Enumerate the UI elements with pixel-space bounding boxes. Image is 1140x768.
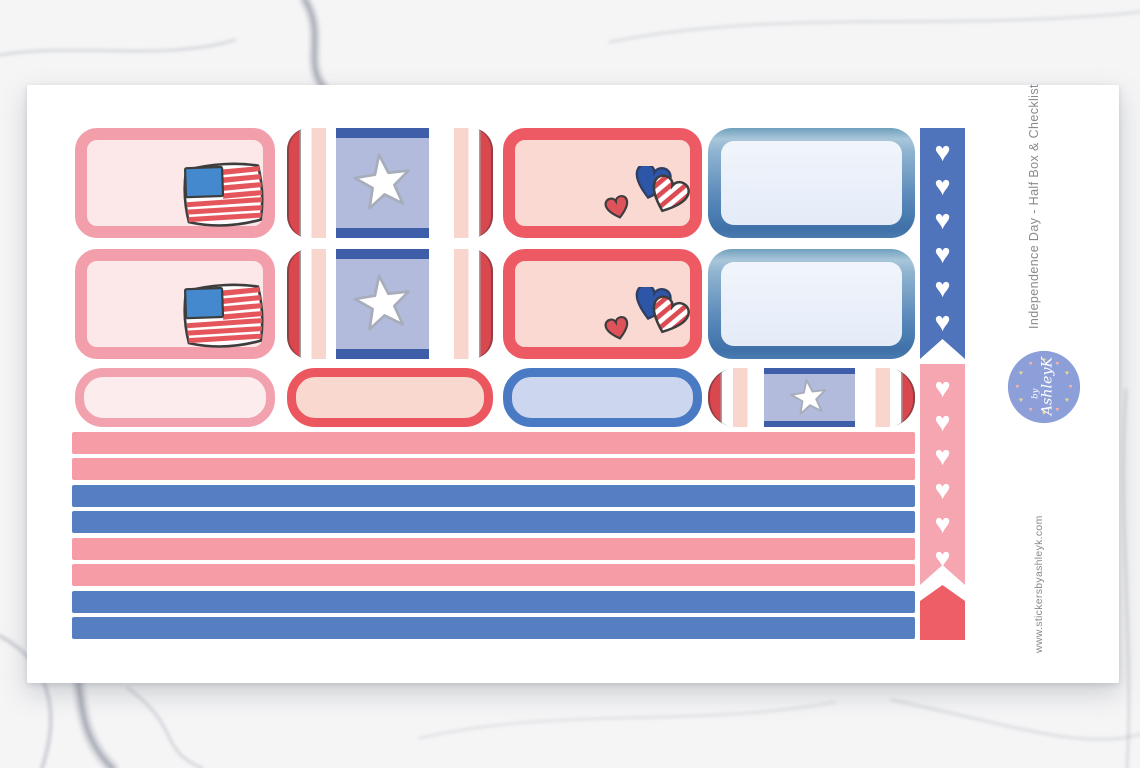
- svg-text:♥: ♥: [1042, 357, 1046, 364]
- us-flag-icon: [183, 162, 264, 227]
- svg-text:♥: ♥: [1065, 397, 1069, 404]
- hearts-icon: [604, 287, 690, 340]
- hearts-icon: [604, 166, 690, 219]
- heart-icon: [934, 238, 950, 272]
- star-icon: [353, 153, 410, 210]
- product-title: Independence Day - Half Box & Checklist: [1027, 84, 1041, 329]
- checklist-flag-blue: [920, 128, 965, 359]
- washi-strip: [72, 538, 915, 560]
- heart-icon: [934, 170, 950, 204]
- half-box-star-sticker: [287, 249, 493, 359]
- washi-strip: [72, 564, 915, 586]
- heart-icon: [934, 440, 950, 474]
- heart-icon: [934, 204, 950, 238]
- half-box-hearts-sticker: [503, 249, 702, 359]
- star-panel: [763, 368, 855, 427]
- sticker-sheet: Independence Day - Half Box & Checklist …: [27, 84, 1119, 683]
- logo-prefix: by: [1030, 388, 1040, 398]
- svg-text:♥: ♥: [1019, 397, 1023, 404]
- washi-strip: [72, 458, 915, 480]
- washi-strip: [72, 511, 915, 533]
- half-box-flag-sticker: [75, 128, 275, 238]
- us-flag-icon: [183, 283, 264, 348]
- checklist-flag-tail: [920, 585, 965, 640]
- heart-icon: [934, 272, 950, 306]
- svg-text:♥: ♥: [1055, 361, 1059, 368]
- quarter-box-blue-sticker: [503, 368, 702, 427]
- star-panel: [336, 128, 430, 238]
- website-url: www.stickersbyashleyk.com: [1033, 515, 1045, 653]
- svg-text:♥: ♥: [1015, 384, 1019, 391]
- quarter-box-coral-sticker: [287, 368, 493, 427]
- logo-heart-ring: ♥ ♥ ♥ ♥ ♥ ♥ ♥ ♥ ♥ ♥ ♥ ♥: [1015, 357, 1072, 417]
- half-box-watercolor-sticker: [708, 128, 915, 238]
- star-panel: [336, 249, 430, 359]
- svg-text:♥: ♥: [1042, 410, 1046, 417]
- washi-strip: [72, 617, 915, 639]
- heart-icon: [934, 474, 950, 508]
- svg-text:♥: ♥: [1055, 406, 1059, 413]
- svg-text:♥: ♥: [1019, 370, 1023, 377]
- washi-strip: [72, 485, 915, 507]
- heart-icon: [934, 372, 950, 406]
- washi-strip: [72, 432, 915, 454]
- logo-name: AshleyK: [1040, 355, 1056, 417]
- heart-icon: [934, 406, 950, 440]
- half-box-star-sticker: [287, 128, 493, 238]
- heart-icon: [934, 542, 950, 576]
- half-box-hearts-sticker: [503, 128, 702, 238]
- heart-icon: [934, 136, 950, 170]
- brand-logo: ♥ ♥ ♥ ♥ ♥ ♥ ♥ ♥ ♥ ♥ ♥ ♥ by AshleyK: [1007, 350, 1081, 424]
- heart-icon: [934, 508, 950, 542]
- quarter-box-star-sticker: [708, 368, 915, 427]
- svg-text:♥: ♥: [1069, 384, 1073, 391]
- svg-text:♥: ♥: [1029, 406, 1033, 413]
- washi-strip: [72, 591, 915, 613]
- half-box-flag-sticker: [75, 249, 275, 359]
- star-icon: [353, 274, 410, 331]
- checklist-flag-pink: [920, 364, 965, 585]
- svg-text:♥: ♥: [1029, 361, 1033, 368]
- quarter-box-pink-sticker: [75, 368, 275, 427]
- svg-text:♥: ♥: [1065, 370, 1069, 377]
- star-icon: [790, 378, 827, 415]
- half-box-watercolor-sticker: [708, 249, 915, 359]
- watercolor-box-fill: [721, 141, 902, 225]
- watercolor-box-fill: [721, 262, 902, 346]
- heart-icon: [934, 306, 950, 340]
